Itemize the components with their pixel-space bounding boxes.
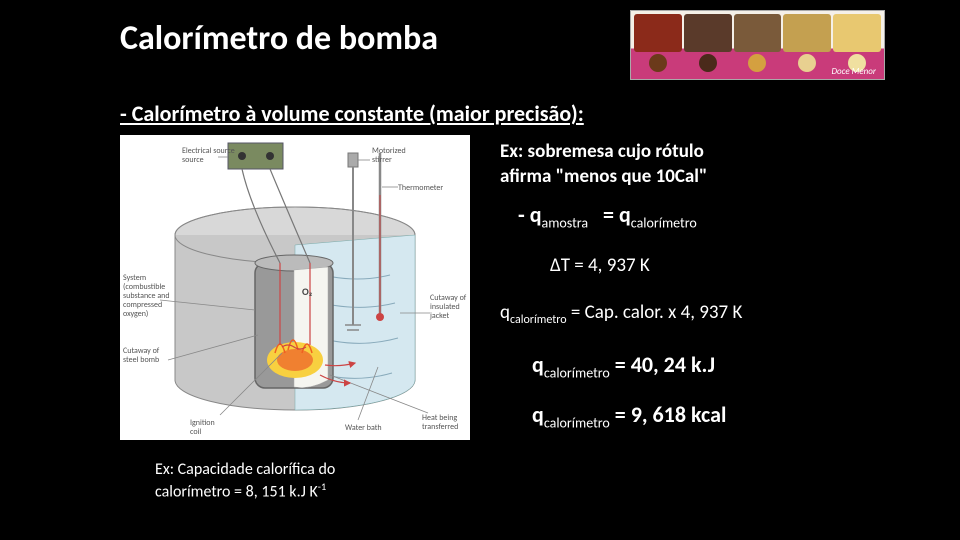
qcap-rest: = Cap. calor. x 4, 937 K (567, 301, 743, 324)
eq-rhs: = q (603, 201, 631, 228)
label-o2: O₂ (302, 285, 313, 298)
eq-rhs-sub: calorímetro (631, 215, 697, 232)
example-line1: Ex: sobremesa cujo rótulo (500, 140, 704, 163)
calculations-column: Ex: sobremesa cujo rótulo afirma "menos … (500, 140, 930, 451)
product-pack-2 (684, 14, 732, 52)
product-label: Doce Menor (832, 66, 877, 77)
svg-text:source: source (182, 155, 204, 165)
caption-line2: calorímetro = 8, 151 k.J K (155, 482, 318, 501)
r2-prefix: q (532, 401, 544, 428)
svg-text:transferred: transferred (422, 422, 458, 432)
svg-text:oxygen): oxygen) (123, 309, 148, 319)
product-pack-1 (634, 14, 682, 52)
eq-lhs-sub: amostra (542, 215, 589, 232)
svg-text:jacket: jacket (429, 311, 449, 321)
example-text: Ex: sobremesa cujo rótulo afirma "menos … (500, 140, 930, 189)
slide-title: Calorímetro de bomba (120, 18, 438, 59)
result-kcal: qcalorímetro = 9, 618 kcal (532, 401, 930, 431)
r2-sub: calorímetro (544, 414, 610, 431)
r2-val: = 9, 618 kcal (610, 401, 727, 428)
product-pack-4 (783, 14, 831, 52)
product-pack-5 (833, 14, 881, 52)
svg-text:coil: coil (190, 427, 201, 437)
result-kj: qcalorímetro = 40, 24 k.J (532, 351, 930, 381)
svg-text:stirrer: stirrer (372, 155, 392, 165)
product-image: Doce Menor (630, 10, 885, 80)
caption-exp: -1 (318, 480, 326, 493)
svg-text:Water bath: Water bath (345, 423, 382, 433)
svg-text:steel bomb: steel bomb (123, 355, 159, 365)
diagram-caption: Ex: Capacidade calorífica do calorímetro… (155, 460, 335, 502)
calorimeter-diagram: Electrical source source Motorized stirr… (120, 135, 470, 440)
eq-lhs: - q (518, 201, 542, 228)
r1-prefix: q (532, 351, 544, 378)
product-pack-3 (734, 14, 782, 52)
r1-sub: calorímetro (544, 364, 610, 381)
qcap-prefix: q (500, 301, 510, 324)
label-thermometer: Thermometer (398, 183, 443, 193)
r1-val: = 40, 24 k.J (610, 351, 715, 378)
example-line2: afirma "menos que 10Cal" (500, 165, 707, 188)
caption-line1: Ex: Capacidade calorífica do (155, 460, 335, 479)
heat-equation: - qamostra = qcalorímetro (518, 201, 930, 231)
q-capacity-line: qcalorímetro = Cap. calor. x 4, 937 K (500, 301, 930, 327)
qcap-sub: calorímetro (510, 313, 567, 327)
slide-subtitle: - Calorímetro à volume constante (maior … (120, 100, 584, 127)
delta-t: ΔT = 4, 937 K (550, 254, 930, 277)
